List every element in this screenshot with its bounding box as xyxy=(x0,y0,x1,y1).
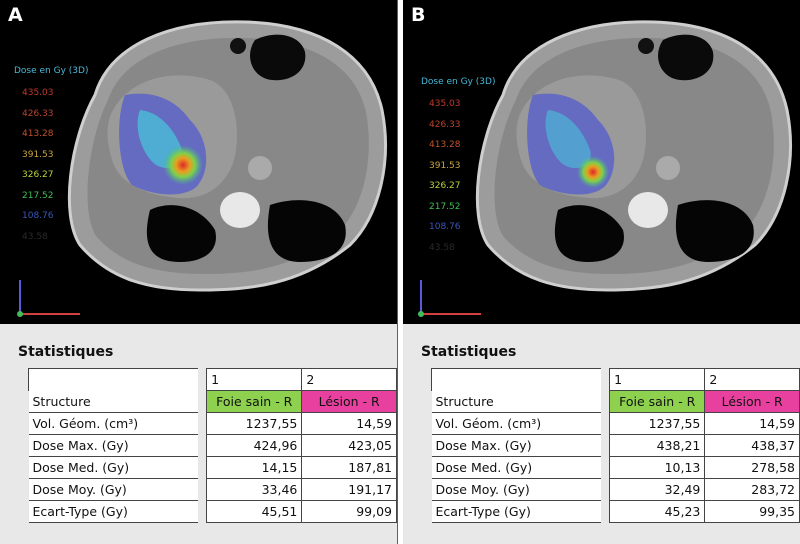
table-row: Dose Moy. (Gy) 33,46 191,17 xyxy=(28,478,397,501)
table-cell: 45,51 xyxy=(206,500,303,523)
table-cell: 1237,55 xyxy=(206,412,303,435)
row-label: Ecart-Type (Gy) xyxy=(431,500,602,523)
table-cell: 438,37 xyxy=(704,434,800,457)
column-name-lesion[interactable]: Lésion - R xyxy=(704,390,800,413)
legend-level: 108.76 xyxy=(22,211,54,221)
row-label: Dose Moy. (Gy) xyxy=(431,478,602,501)
legend-level: 426.33 xyxy=(429,119,461,130)
legend-level: 43.58 xyxy=(429,242,455,253)
legend-level: 435.03 xyxy=(429,99,461,109)
ct-scan-image xyxy=(418,20,792,317)
table-cell xyxy=(28,368,199,391)
table-row: Structure Foie sain - R Lésion - R xyxy=(431,390,800,413)
column-id[interactable]: 1 xyxy=(206,368,303,391)
legend-level: 43.58 xyxy=(22,231,48,242)
table-row: Structure Foie sain - R Lésion - R xyxy=(28,390,397,413)
table-cell: 191,17 xyxy=(301,478,397,501)
table-row: Vol. Géom. (cm³) 1237,55 14,59 xyxy=(28,412,397,435)
table-cell: 438,21 xyxy=(609,434,706,457)
table-cell: 283,72 xyxy=(704,478,800,501)
ct-viewport[interactable]: B Dose en Gy (3D) 435.03 426.33 413.28 3… xyxy=(403,0,800,324)
table-cell: 99,35 xyxy=(704,500,800,523)
row-label: Dose Max. (Gy) xyxy=(28,434,199,457)
table-cell: 14,59 xyxy=(704,412,800,435)
row-label: Dose Moy. (Gy) xyxy=(28,478,199,501)
row-label: Vol. Géom. (cm³) xyxy=(28,412,199,435)
legend-level: 391.53 xyxy=(429,160,461,171)
table-row: Ecart-Type (Gy) 45,51 99,09 xyxy=(28,500,397,523)
structure-label: Structure xyxy=(28,390,199,413)
row-label: Dose Med. (Gy) xyxy=(28,456,199,479)
table-row: Dose Max. (Gy) 424,96 423,05 xyxy=(28,434,397,457)
legend-title: Dose en Gy (3D) xyxy=(14,66,89,76)
table-cell: 99,09 xyxy=(301,500,397,523)
table-cell: 10,13 xyxy=(609,456,706,479)
row-label: Ecart-Type (Gy) xyxy=(28,500,199,523)
column-name-healthy-liver[interactable]: Foie sain - R xyxy=(609,390,706,413)
row-label: Dose Max. (Gy) xyxy=(431,434,602,457)
legend-level: 326.27 xyxy=(22,170,54,180)
table-cell: 14,15 xyxy=(206,456,303,479)
stats-title: Statistiques xyxy=(421,344,517,360)
panel-label: A xyxy=(8,4,23,26)
column-id[interactable]: 2 xyxy=(301,368,397,391)
table-row: Dose Moy. (Gy) 32,49 283,72 xyxy=(431,478,800,501)
legend-level: 426.33 xyxy=(22,108,54,119)
table-cell: 33,46 xyxy=(206,478,303,501)
table-row: Ecart-Type (Gy) 45,23 99,35 xyxy=(431,500,800,523)
row-label: Dose Med. (Gy) xyxy=(431,456,602,479)
column-name-healthy-liver[interactable]: Foie sain - R xyxy=(206,390,303,413)
table-cell: 45,23 xyxy=(609,500,706,523)
table-row: Vol. Géom. (cm³) 1237,55 14,59 xyxy=(431,412,800,435)
dose-legend: Dose en Gy (3D) 435.03 426.33 413.28 391… xyxy=(14,66,88,247)
structure-label: Structure xyxy=(431,390,602,413)
statistics-table: 1 2 Structure Foie sain - R Lésion - R V… xyxy=(28,368,397,523)
stats-title: Statistiques xyxy=(18,344,114,360)
table-row: 1 2 xyxy=(431,368,800,391)
panel-a: A Dose en Gy (3D) 435.03 426.33 413.28 3… xyxy=(0,0,398,544)
table-cell: 14,59 xyxy=(301,412,397,435)
legend-level: 217.52 xyxy=(22,190,54,201)
legend-level: 413.28 xyxy=(22,129,54,139)
table-cell: 423,05 xyxy=(301,434,397,457)
legend-level: 326.27 xyxy=(429,181,461,191)
ct-scan-image xyxy=(17,20,387,317)
row-label: Vol. Géom. (cm³) xyxy=(431,412,602,435)
column-id[interactable]: 2 xyxy=(704,368,800,391)
table-cell: 278,58 xyxy=(704,456,800,479)
legend-level: 108.76 xyxy=(429,222,461,232)
table-cell: 32,49 xyxy=(609,478,706,501)
table-cell xyxy=(431,368,602,391)
ct-viewport[interactable]: A Dose en Gy (3D) 435.03 426.33 413.28 3… xyxy=(0,0,397,324)
statistics-table: 1 2 Structure Foie sain - R Lésion - R V… xyxy=(431,368,800,523)
table-cell: 424,96 xyxy=(206,434,303,457)
statistics-section: Statistiques 1 2 Structure Foie sain - R… xyxy=(0,324,397,544)
panel-label: B xyxy=(411,4,426,26)
column-name-lesion[interactable]: Lésion - R xyxy=(301,390,397,413)
column-id[interactable]: 1 xyxy=(609,368,706,391)
table-cell: 187,81 xyxy=(301,456,397,479)
legend-level: 413.28 xyxy=(429,140,461,150)
legend-title: Dose en Gy (3D) xyxy=(421,77,496,87)
table-row: Dose Med. (Gy) 14,15 187,81 xyxy=(28,456,397,479)
statistics-section: Statistiques 1 2 Structure Foie sain - R… xyxy=(403,324,800,544)
legend-level: 435.03 xyxy=(22,88,54,98)
legend-level: 217.52 xyxy=(429,201,461,212)
table-row: Dose Max. (Gy) 438,21 438,37 xyxy=(431,434,800,457)
table-row: 1 2 xyxy=(28,368,397,391)
table-cell: 1237,55 xyxy=(609,412,706,435)
dose-legend: Dose en Gy (3D) 435.03 426.33 413.28 391… xyxy=(421,77,495,258)
table-row: Dose Med. (Gy) 10,13 278,58 xyxy=(431,456,800,479)
panel-b: B Dose en Gy (3D) 435.03 426.33 413.28 3… xyxy=(403,0,800,544)
legend-level: 391.53 xyxy=(22,149,54,160)
